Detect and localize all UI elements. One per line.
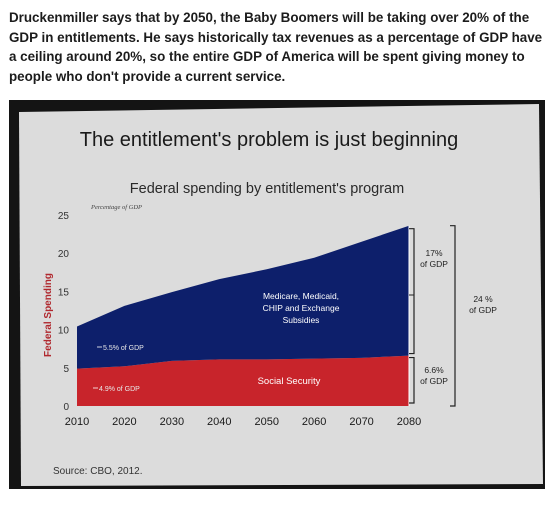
unit-label: Percentage of GDP [90,204,142,211]
stacked-areas [77,225,410,406]
x-tick-label: 2020 [112,416,136,428]
series-label-healthcare: Medicare, Medicaid, CHIP and Exchange Subs… [263,291,340,325]
x-tick-label: 2060 [302,416,326,428]
social-security-area [77,355,409,406]
x-tick-label: 2010 [65,416,89,428]
source-note: Source: CBO, 2012. [53,466,143,477]
annotation-label: 4.9% of GDP [99,386,140,393]
x-tick-label: 2070 [349,416,373,428]
y-tick-label: 15 [58,287,70,298]
bracket-label: 24 % of GDP [469,294,497,315]
y-tick-label: 0 [63,402,69,413]
y-tick-label: 20 [58,249,70,260]
bracket-total [450,225,456,407]
y-axis-title: Federal Spending [43,273,54,357]
bracket-label: 6.6% of GDP [420,365,448,386]
healthcare-area [77,225,409,369]
slide-photo: The entitlement's problem is just beginn… [9,100,545,489]
x-tick-label: 2050 [254,416,278,428]
y-tick-labels: 0 5 10 15 20 25 [58,211,70,413]
y-tick-label: 25 [58,211,70,222]
x-tick-label: 2080 [397,416,421,428]
x-tick-label: 2030 [160,416,184,428]
area-labels: Social Security Medicare, Medicaid, CHIP a… [93,291,340,393]
bracket-label: 17% of GDP [420,248,448,269]
article-caption: Druckenmiller says that by 2050, the Bab… [9,10,543,84]
x-tick-labels: 2010 2020 2030 2040 2050 2060 2070 2080 [65,416,421,428]
chart-subtitle: Federal spending by entitlement's progra… [130,181,404,197]
gdp-brackets: 17% of GDP 6.6% of GDP 24 % of GDP [409,225,497,407]
bracket-healthcare [409,228,415,355]
x-tick-label: 2040 [207,416,231,428]
annotation-label: 5.5% of GDP [103,345,144,352]
y-tick-label: 5 [63,364,69,375]
bracket-social-security [409,356,415,404]
chart-title: The entitlement's problem is just beginn… [80,129,458,151]
entitlement-chart: The entitlement's problem is just beginn… [19,104,543,486]
series-label-social-security: Social Security [258,376,321,387]
y-tick-label: 10 [58,326,70,337]
